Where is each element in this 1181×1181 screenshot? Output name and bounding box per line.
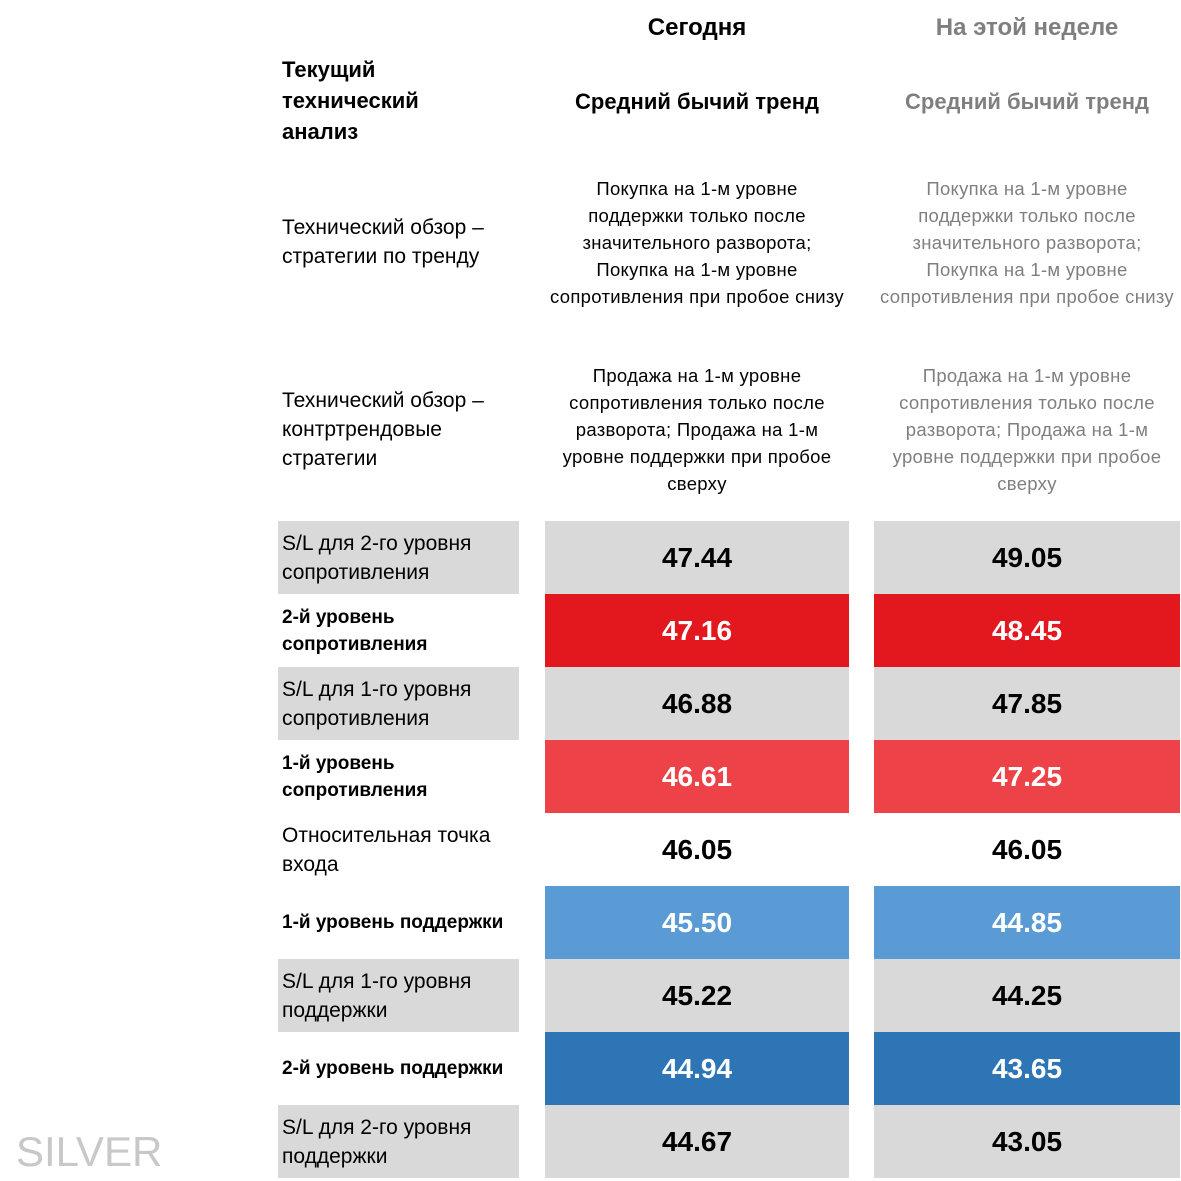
level-label: S/L для 1-го уровня сопротивления (278, 667, 519, 740)
level-label: 1-й уровень сопротивления (278, 740, 519, 813)
level-value: 48.45 (874, 594, 1180, 667)
level-value: 46.05 (545, 813, 849, 886)
level-label: S/L для 2-го уровня поддержки (278, 1105, 519, 1178)
column-header: На этой неделе (935, 14, 1119, 41)
level-label: S/L для 1-го уровня поддержки (278, 959, 519, 1032)
level-value: 46.61 (545, 740, 849, 813)
level-value: 46.05 (874, 813, 1180, 886)
level-value: 44.25 (874, 959, 1180, 1032)
strategy-label: Технический обзор – стратегии по тренду (282, 216, 484, 268)
level-value: 47.16 (545, 594, 849, 667)
level-label: 2-й уровень поддержки (278, 1032, 519, 1105)
level-value: 47.85 (874, 667, 1180, 740)
level-value: 43.65 (874, 1032, 1180, 1105)
level-value: 46.88 (545, 667, 849, 740)
trend: Средний бычий тренд (905, 89, 1149, 114)
level-label: S/L для 2-го уровня сопротивления (278, 521, 519, 594)
level-label: 2-й уровень сопротивления (278, 594, 519, 667)
strategy-text: Продажа на 1-м уровне сопротивления толь… (562, 364, 832, 494)
level-value: 45.22 (545, 959, 849, 1032)
level-value: 44.85 (874, 886, 1180, 959)
strategy-text: Покупка на 1-м уровне поддержки только п… (550, 177, 844, 307)
level-label: Относительная точка входа (278, 813, 519, 886)
column-header: Сегодня (647, 14, 747, 41)
strategy-text: Покупка на 1-м уровне поддержки только п… (880, 177, 1174, 307)
level-value: 47.44 (545, 521, 849, 594)
trend: Средний бычий тренд (575, 89, 819, 114)
level-value: 47.25 (874, 740, 1180, 813)
level-label: 1-й уровень поддержки (278, 886, 519, 959)
strategy-text: Продажа на 1-м уровне сопротивления толь… (892, 364, 1162, 494)
level-value: 45.50 (545, 886, 849, 959)
level-value: 49.05 (874, 521, 1180, 594)
level-value: 43.05 (874, 1105, 1180, 1178)
watermark: SILVER (16, 1128, 163, 1175)
analysis-label: Текущий технический анализ (282, 57, 419, 144)
strategy-label: Технический обзор – контртрендовые страт… (282, 388, 484, 470)
level-value: 44.94 (545, 1032, 849, 1105)
level-value: 44.67 (545, 1105, 849, 1178)
